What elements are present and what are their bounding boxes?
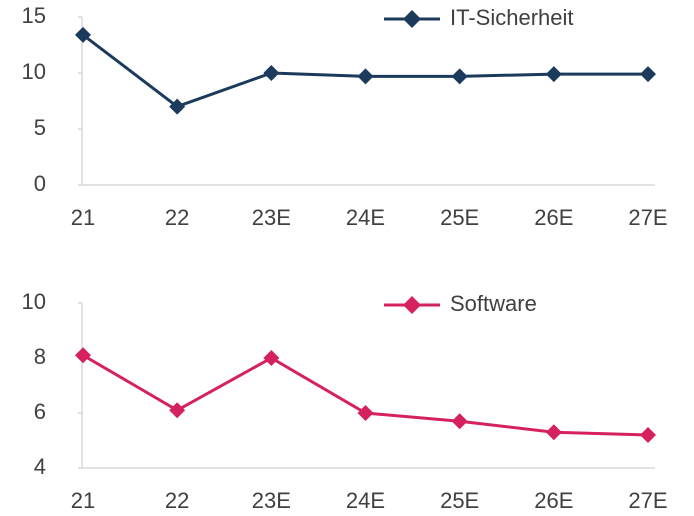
legend-marker <box>403 296 421 314</box>
x-tick-label: 22 <box>165 205 189 230</box>
point <box>75 347 91 364</box>
point <box>263 65 280 81</box>
x-tick-label: 25E <box>440 488 479 513</box>
x-tick-label: 26E <box>534 488 573 513</box>
y-tick-label: 4 <box>34 454 46 479</box>
point <box>357 68 374 85</box>
legend-marker <box>403 10 421 28</box>
x-tick-label: 26E <box>534 205 573 230</box>
point <box>263 350 280 366</box>
x-tick-label: 24E <box>346 488 385 513</box>
x-tick-label: 21 <box>71 205 95 230</box>
point <box>75 26 91 43</box>
point <box>545 66 562 83</box>
y-tick-label: 10 <box>22 289 46 314</box>
x-tick-label: 23E <box>252 488 291 513</box>
x-tick-label: 27E <box>628 488 667 513</box>
point <box>640 427 656 443</box>
x-tick-label: 24E <box>346 205 385 230</box>
point <box>169 98 186 115</box>
x-tick-label: 22 <box>165 488 189 513</box>
point <box>169 402 186 419</box>
point <box>640 66 656 83</box>
x-tick-label: 21 <box>71 488 95 513</box>
x-tick-label: 25E <box>440 205 479 230</box>
series-line <box>82 353 649 437</box>
y-tick-label: 8 <box>34 344 46 369</box>
y-tick-label: 5 <box>34 115 46 140</box>
y-tick-label: 10 <box>22 59 46 84</box>
y-tick-label: 6 <box>34 399 46 424</box>
legend-label: IT-Sicherheit <box>450 5 574 30</box>
point <box>451 413 468 430</box>
point <box>451 68 468 85</box>
point <box>357 405 374 421</box>
y-tick-label: 15 <box>22 3 46 28</box>
x-tick-label: 23E <box>252 205 291 230</box>
y-tick-label: 0 <box>34 171 46 196</box>
x-tick-label: 27E <box>628 205 667 230</box>
point <box>545 424 562 441</box>
legend-label: Software <box>450 291 537 316</box>
